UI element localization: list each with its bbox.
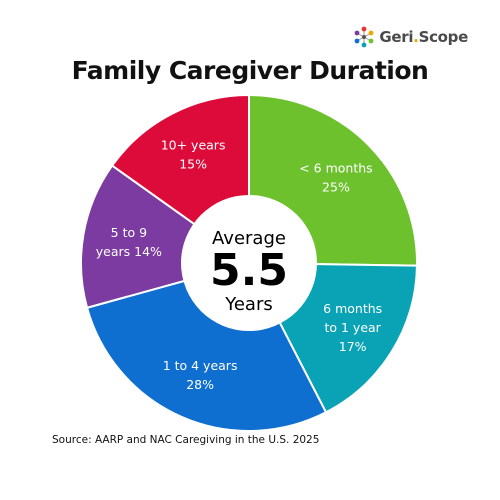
chart-title: Family Caregiver Duration bbox=[71, 56, 429, 85]
slice-label-0: < 6 months 25% bbox=[299, 160, 372, 194]
slice-label-3: 5 to 9 years 14% bbox=[96, 225, 162, 259]
brand-name: Geri.Scope bbox=[379, 28, 468, 46]
slice-label-1: 6 months to 1 year 17% bbox=[323, 301, 382, 354]
brand-name-part2: Scope bbox=[418, 28, 469, 46]
brand-name-dot: . bbox=[413, 28, 419, 46]
center-value: 5.5 bbox=[210, 245, 288, 296]
center-label-average: Average bbox=[212, 228, 286, 249]
source-note: Source: AARP and NAC Caregiving in the U… bbox=[52, 434, 320, 446]
center-label-years: Years bbox=[224, 294, 273, 315]
brand-name-part1: Geri bbox=[379, 28, 414, 46]
slice-label-4: 10+ years 15% bbox=[161, 138, 226, 172]
geriscope-logo-icon bbox=[354, 26, 374, 48]
donut-hole bbox=[181, 195, 317, 331]
slice-label-2: 1 to 4 years 28% bbox=[163, 358, 238, 392]
brand-logo: Geri.Scope bbox=[353, 26, 468, 48]
